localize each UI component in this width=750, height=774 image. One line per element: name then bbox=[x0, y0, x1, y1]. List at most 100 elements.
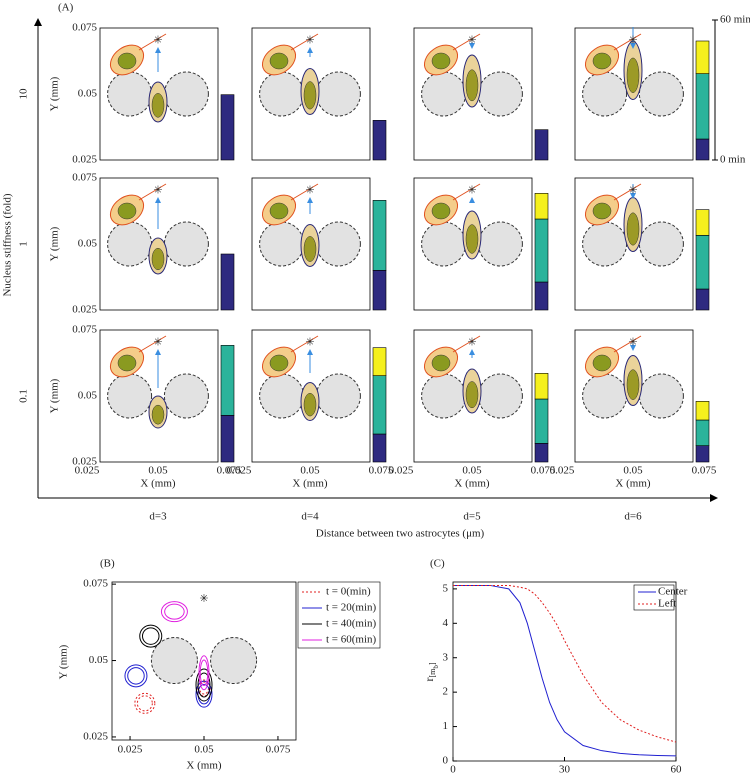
migrating-nucleus bbox=[269, 52, 289, 70]
time-segment bbox=[372, 375, 387, 435]
subplot: ✳ bbox=[574, 177, 710, 311]
time-segment bbox=[695, 419, 710, 446]
y-tick-label: 0.075 bbox=[83, 578, 108, 590]
nucleus bbox=[303, 81, 317, 110]
migrating-nucleus bbox=[431, 52, 451, 70]
scale-label: 0 min bbox=[720, 154, 746, 166]
nucleus bbox=[465, 69, 479, 102]
x-tick-label: 0.075 bbox=[217, 465, 242, 477]
cell-trail bbox=[290, 335, 319, 353]
x-tick-label: 0.05 bbox=[623, 465, 643, 477]
y-tick-label: 0.05 bbox=[78, 390, 98, 402]
cell-contour bbox=[136, 695, 153, 712]
y-axis-label-part: b bbox=[432, 665, 440, 669]
astrocyte bbox=[163, 71, 209, 117]
migrating-nucleus bbox=[592, 52, 612, 70]
column-label: d=6 bbox=[624, 511, 642, 523]
astrocyte bbox=[163, 221, 209, 267]
cell-contour bbox=[198, 655, 210, 691]
x-axis-label: X (mm) bbox=[454, 478, 489, 490]
astrocyte bbox=[163, 373, 209, 419]
time-segment bbox=[372, 433, 387, 463]
time-segment bbox=[695, 401, 710, 421]
astrocyte bbox=[638, 221, 684, 267]
y-tick-label: 0.05 bbox=[78, 88, 98, 100]
row-label: 1 bbox=[18, 241, 30, 247]
y-axis-label: Y (mm) bbox=[49, 226, 61, 261]
target-star: ✳ bbox=[153, 35, 162, 47]
cell-trail bbox=[613, 183, 642, 201]
scale-label: 60 min bbox=[720, 14, 750, 26]
cell-trail bbox=[138, 33, 167, 51]
y-tick-label: 0.025 bbox=[72, 456, 97, 468]
column-label: d=4 bbox=[301, 511, 319, 523]
y-tick-label: 0.05 bbox=[89, 654, 109, 666]
target-star: ✳ bbox=[305, 35, 314, 47]
time-segment bbox=[695, 209, 710, 236]
series-line bbox=[453, 584, 677, 757]
time-segment bbox=[534, 373, 549, 400]
time-segment bbox=[534, 443, 549, 463]
cell-trail bbox=[452, 33, 481, 51]
migrating-nucleus bbox=[592, 202, 612, 220]
astrocyte bbox=[315, 71, 361, 117]
time-segment bbox=[372, 200, 387, 271]
x-tick-label: 0.075 bbox=[369, 465, 394, 477]
nucleus bbox=[303, 236, 317, 262]
x-tick-label: 0.075 bbox=[692, 465, 717, 477]
y-axis-label: Y (mm) bbox=[58, 644, 70, 679]
plot-box bbox=[111, 581, 297, 741]
subplot: ✳ 0.025 0.05 0.075 X (mm) bbox=[227, 329, 394, 490]
y-tick-label: 0.025 bbox=[83, 730, 108, 742]
row-axis-title: Nucleus stiffness (fold) bbox=[2, 193, 14, 296]
x-tick-label: 0.075 bbox=[266, 744, 291, 756]
legend-label: t = 60(min) bbox=[326, 634, 377, 646]
nucleus bbox=[151, 247, 165, 271]
astrocyte bbox=[107, 373, 153, 419]
astrocyte bbox=[107, 71, 153, 117]
nucleus bbox=[626, 369, 640, 400]
column-label: d=5 bbox=[463, 511, 481, 523]
astrocyte bbox=[259, 373, 305, 419]
time-segment bbox=[695, 288, 710, 311]
x-tick-label: 60 bbox=[671, 764, 683, 774]
cell-trail bbox=[613, 335, 642, 353]
migrating-nucleus bbox=[269, 202, 289, 220]
time-segment bbox=[220, 415, 235, 463]
cell-contour bbox=[199, 659, 209, 687]
y-tick-label: 0.025 bbox=[72, 154, 97, 166]
cell-trail bbox=[613, 33, 642, 51]
astrocyte bbox=[477, 373, 523, 419]
astrocyte bbox=[107, 221, 153, 267]
migrating-nucleus bbox=[431, 354, 451, 372]
nucleus bbox=[465, 381, 479, 409]
x-tick-label: 0.075 bbox=[531, 465, 556, 477]
nucleus bbox=[151, 93, 165, 118]
x-tick-label: 0.05 bbox=[462, 465, 482, 477]
x-axis-label: X (mm) bbox=[292, 478, 327, 490]
migrating-nucleus bbox=[431, 202, 451, 220]
astrocyte bbox=[582, 71, 628, 117]
x-tick-label: 0.025 bbox=[227, 465, 252, 477]
col-axis-title: Distance between two astrocytes (μm) bbox=[316, 528, 485, 540]
target-star: ✳ bbox=[305, 185, 314, 197]
astrocyte bbox=[210, 637, 258, 685]
time-segment bbox=[695, 138, 710, 161]
y-axis-label-part: [m bbox=[428, 668, 437, 678]
astrocyte bbox=[150, 637, 198, 685]
astrocyte bbox=[259, 71, 305, 117]
y-tick-label: 0.05 bbox=[78, 238, 98, 250]
y-axis-label: r[mb] bbox=[422, 662, 440, 681]
time-segment bbox=[695, 40, 710, 74]
cell-contour bbox=[127, 667, 145, 685]
subplot: ✳ 0.025 0.05 0.075 X (mm) bbox=[550, 329, 717, 490]
row-label: 10 bbox=[18, 88, 30, 100]
migrating-nucleus bbox=[117, 202, 137, 220]
legend-box bbox=[633, 584, 675, 611]
target-star: ✳ bbox=[628, 337, 637, 349]
cell-trail bbox=[452, 335, 481, 353]
nucleus bbox=[626, 57, 640, 93]
legend-label: t = 40(min) bbox=[326, 618, 377, 630]
target-star: ✳ bbox=[467, 337, 476, 349]
